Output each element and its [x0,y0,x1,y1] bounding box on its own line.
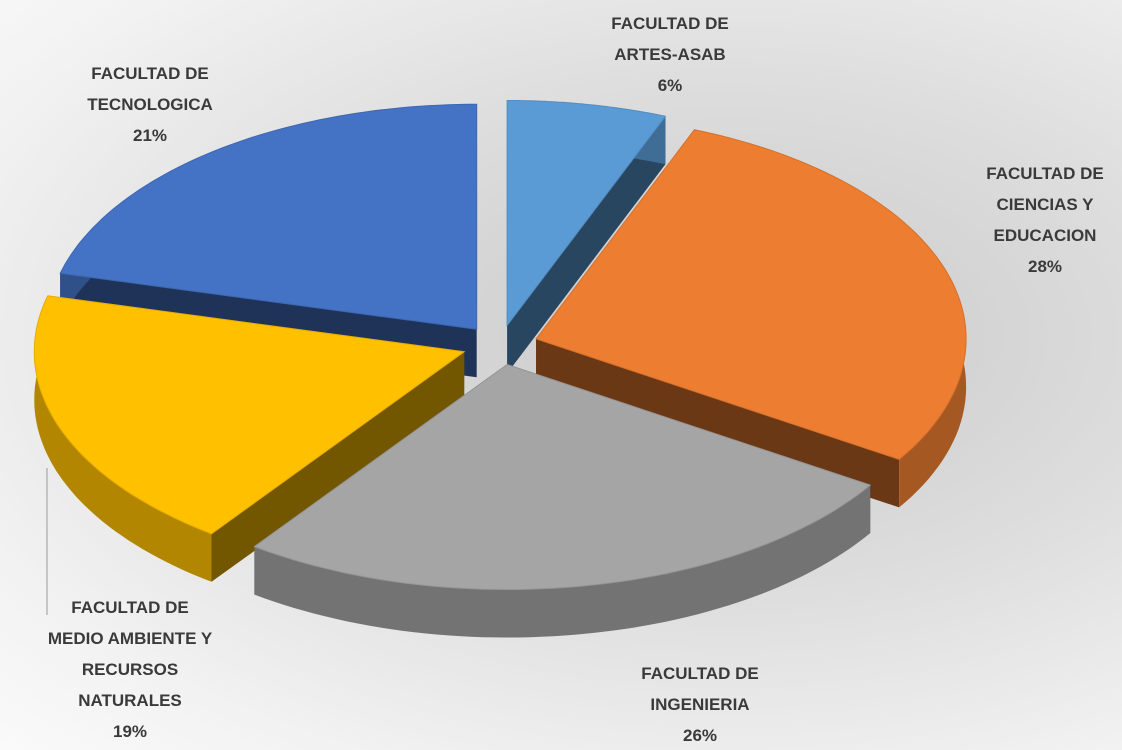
slice-side [211,351,465,582]
value-label: 6% [657,76,683,95]
value-label: 19% [112,722,148,741]
slice-top [535,129,967,460]
slice-side [254,485,871,638]
slice-side [507,116,666,374]
category-label: FACULTAD DE CIENCIAS Y EDUCACION [986,164,1104,245]
value-label: 26% [682,726,718,745]
category-label: FACULTAD DE MEDIO AMBIENTE Y RECURSOS NA… [47,598,213,710]
pie-slice [506,100,667,374]
slice-top [506,100,667,327]
category-label: FACULTAD DE INGENIERIA [641,664,759,714]
slice-top [33,295,466,535]
data-label: FACULTAD DE TECNOLOGICA 21% [20,58,280,151]
value-label: 21% [132,126,168,145]
category-label: FACULTAD DE ARTES-ASAB [611,14,729,64]
pie-slice [253,363,872,638]
slice-side [34,295,212,582]
data-label: FACULTAD DE MEDIO AMBIENTE Y RECURSOS NA… [0,592,260,747]
pie-slice [33,295,466,582]
data-label: FACULTAD DE CIENCIAS Y EDUCACION 28% [915,158,1122,282]
data-label: FACULTAD DE ARTES-ASAB 6% [540,8,800,101]
value-label: 28% [1027,257,1063,276]
slice-top [253,363,872,590]
data-label: FACULTAD DE INGENIERIA 26% [570,658,830,750]
category-label: FACULTAD DE TECNOLOGICA [87,64,213,114]
slice-top [59,103,478,330]
